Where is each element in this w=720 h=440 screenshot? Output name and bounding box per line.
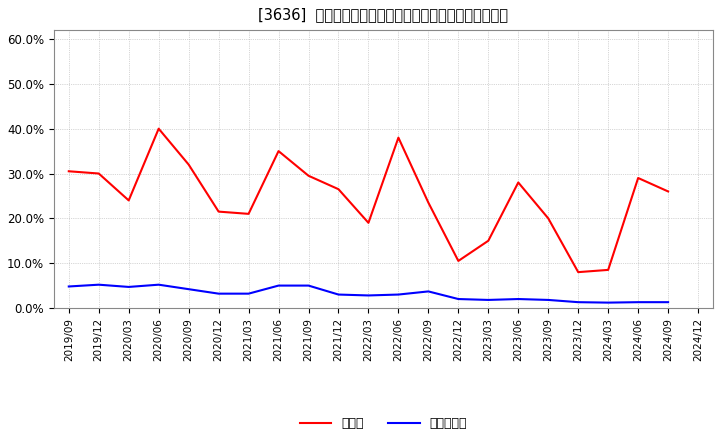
- 有利子負債: [424, 289, 433, 294]
- 現預金: [65, 169, 73, 174]
- 現預金: [634, 176, 642, 181]
- 現預金: [604, 267, 613, 272]
- 現預金: [274, 148, 283, 154]
- 有利子負債: [94, 282, 103, 287]
- 有利子負債: [184, 286, 193, 292]
- 現預金: [574, 269, 582, 275]
- 現預金: [454, 258, 463, 264]
- 現預金: [184, 162, 193, 167]
- 現預金: [304, 173, 312, 178]
- 有利子負債: [514, 297, 523, 302]
- 現預金: [394, 135, 402, 140]
- 有利子負債: [664, 300, 672, 305]
- 有利子負債: [364, 293, 373, 298]
- Line: 有利子負債: 有利子負債: [69, 285, 668, 303]
- 有利子負債: [484, 297, 492, 303]
- 有利子負債: [215, 291, 223, 296]
- Legend: 現預金, 有利子負債: 現預金, 有利子負債: [294, 412, 472, 435]
- Title: [3636]  現預金、有利子負債の総資産に対する比率の推移: [3636] 現預金、有利子負債の総資産に対する比率の推移: [258, 7, 508, 22]
- 現預金: [334, 187, 343, 192]
- 有利子負債: [454, 297, 463, 302]
- 有利子負債: [604, 300, 613, 305]
- 現預金: [125, 198, 133, 203]
- 有利子負債: [244, 291, 253, 296]
- 有利子負債: [65, 284, 73, 289]
- 現預金: [94, 171, 103, 176]
- 現預金: [244, 211, 253, 216]
- 現預金: [514, 180, 523, 185]
- 有利子負債: [154, 282, 163, 287]
- 現預金: [154, 126, 163, 131]
- 現預金: [544, 216, 552, 221]
- 現預金: [664, 189, 672, 194]
- 有利子負債: [544, 297, 552, 303]
- 有利子負債: [634, 300, 642, 305]
- 有利子負債: [574, 300, 582, 305]
- 現預金: [215, 209, 223, 214]
- 有利子負債: [394, 292, 402, 297]
- 有利子負債: [304, 283, 312, 288]
- 現預金: [484, 238, 492, 243]
- 現預金: [364, 220, 373, 225]
- 有利子負債: [274, 283, 283, 288]
- 有利子負債: [334, 292, 343, 297]
- 有利子負債: [125, 284, 133, 290]
- Line: 現預金: 現預金: [69, 128, 668, 272]
- 現預金: [424, 200, 433, 205]
